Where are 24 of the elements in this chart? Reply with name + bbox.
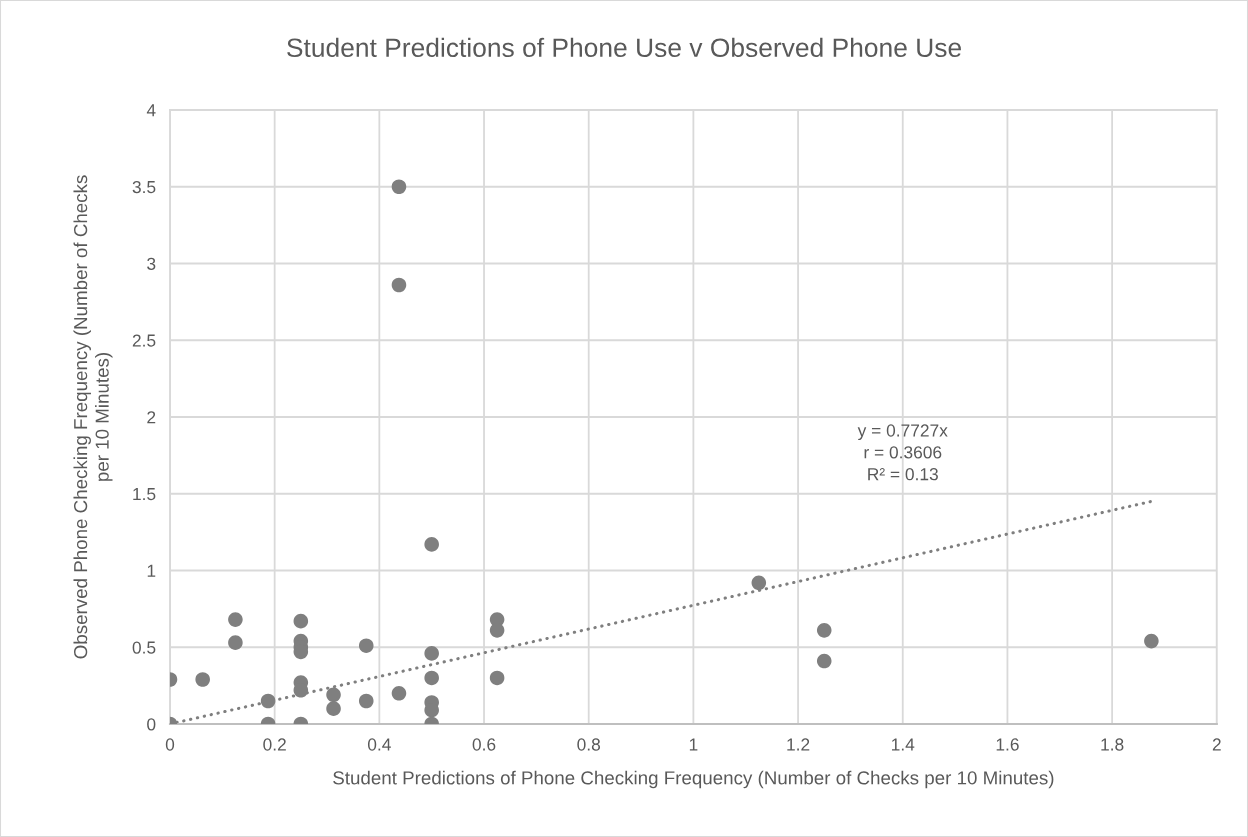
y-tick-label: 1 — [147, 564, 156, 577]
chart-title: Student Predictions of Phone Use v Observed Phone Use — [287, 37, 961, 58]
x-tick-label: 1.6 — [996, 738, 1019, 751]
x-tick-label: 1.4 — [892, 738, 915, 751]
x-tick-label: 0.4 — [367, 738, 391, 751]
x-tick-label: 2 — [1212, 738, 1221, 751]
y-tick-label: 0 — [147, 718, 156, 731]
x-tick-label: 1.2 — [787, 738, 810, 751]
x-tick-label: 1.8 — [1101, 738, 1124, 751]
y-tick-label: 3.5 — [132, 180, 156, 194]
y-tick-label: 2.5 — [132, 334, 156, 347]
x-axis-title: Student Predictions of Phone Checking Frequency (Number of Checks per 10 Minutes) — [333, 770, 1054, 789]
x-tick-label: 0.6 — [472, 738, 496, 751]
x-tick-label: 0.8 — [577, 738, 601, 751]
y-tick-label: 2 — [147, 411, 156, 424]
x-tick-label: 0.2 — [263, 738, 286, 751]
y-tick-label: 1.5 — [133, 488, 156, 501]
annotation: y = 0.7727x r = 0.3606 R² = 0.13 — [857, 424, 948, 481]
y-tick-label: 0.5 — [132, 641, 156, 654]
y-tick-label: 3 — [147, 257, 156, 270]
x-tick-label: 0 — [165, 738, 175, 751]
x-tick-label: 1 — [689, 738, 698, 751]
y-axis-title: Observed Phone Checking Frequency (Number of Checks per 10 Minutes) — [73, 175, 113, 659]
y-tick-label: 4 — [146, 104, 156, 117]
